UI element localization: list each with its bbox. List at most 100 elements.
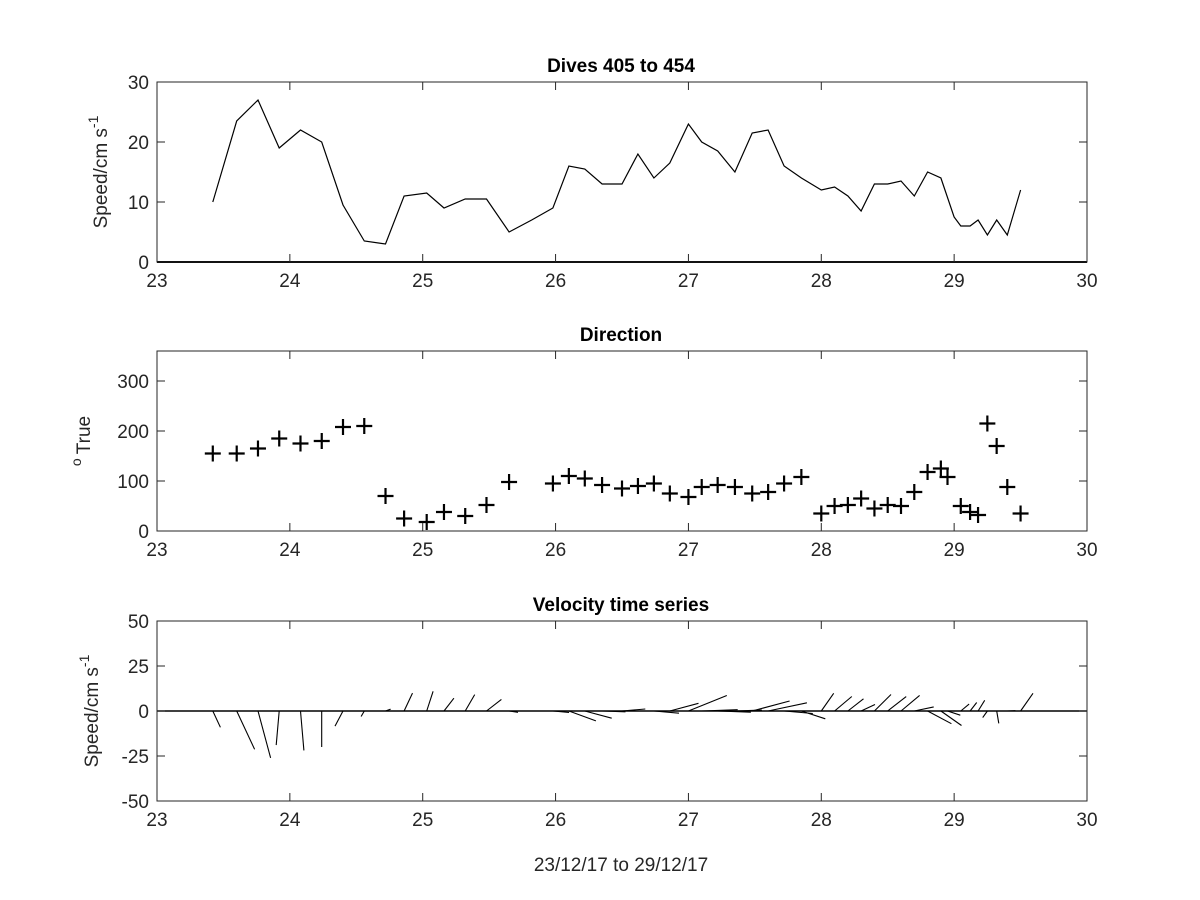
velocity-vector-stick bbox=[834, 696, 853, 712]
speed-x-tick-label: 26 bbox=[545, 271, 566, 292]
velocity-vector-stick bbox=[443, 697, 455, 712]
velocity-vector-stick bbox=[334, 710, 344, 727]
velocity-y-tick-label: 0 bbox=[138, 702, 149, 723]
velocity-vector-stick bbox=[257, 710, 272, 759]
direction-plus-marker bbox=[457, 508, 474, 524]
velocity-vector-stick bbox=[486, 698, 502, 712]
direction-plus-marker bbox=[919, 464, 936, 480]
speed-panel: Dives 405 to 454 Speed/cm s-1 23 24 25 26 27… bbox=[85, 56, 1098, 292]
velocity-x-tick-label: 28 bbox=[811, 810, 832, 831]
direction-plus-marker bbox=[501, 474, 518, 490]
direction-plus-marker bbox=[1012, 505, 1029, 522]
direction-plus-marker bbox=[396, 510, 413, 527]
velocity-panel: Velocity time series Speed/cm s-1 23 24 25… bbox=[76, 595, 1098, 831]
velocity-x-tick-label: 30 bbox=[1076, 810, 1097, 831]
velocity-vector-stick bbox=[236, 710, 256, 750]
direction-plus-marker bbox=[952, 498, 969, 514]
direction-series bbox=[204, 415, 1029, 530]
direction-y-axis-label: o True bbox=[68, 416, 95, 466]
speed-chart-title: Dives 405 to 454 bbox=[547, 56, 695, 77]
speed-x-tick-label: 28 bbox=[811, 271, 832, 292]
velocity-vector-stick bbox=[584, 710, 612, 719]
velocity-vector-stick bbox=[621, 708, 646, 712]
velocity-vector-stick bbox=[960, 703, 970, 712]
direction-plus-marker bbox=[478, 497, 495, 513]
direction-plus-marker bbox=[629, 478, 646, 494]
direction-plus-marker bbox=[893, 498, 909, 514]
direction-plus-marker bbox=[866, 500, 883, 517]
velocity-x-tick-label: 24 bbox=[279, 810, 301, 831]
direction-plus-marker bbox=[271, 430, 288, 447]
direction-plus-marker bbox=[560, 468, 577, 484]
velocity-vector-stick bbox=[602, 710, 626, 713]
speed-x-tick-label: 23 bbox=[146, 271, 167, 292]
direction-plus-marker bbox=[435, 504, 452, 520]
direction-plus-marker bbox=[544, 475, 561, 492]
velocity-vector-stick bbox=[977, 700, 986, 712]
velocity-vector-stick bbox=[847, 698, 864, 712]
velocity-vector-stick bbox=[717, 710, 751, 713]
velocity-y-tick-label: 50 bbox=[128, 612, 149, 633]
velocity-vector-stick bbox=[940, 710, 962, 726]
velocity-x-tick-label: 25 bbox=[412, 810, 433, 831]
figure-x-axis-label: 23/12/17 to 29/12/17 bbox=[534, 855, 708, 876]
direction-plus-marker bbox=[356, 418, 373, 434]
velocity-vector-stick bbox=[426, 691, 434, 712]
direction-plus-marker bbox=[932, 460, 949, 477]
direction-plus-marker bbox=[988, 438, 1005, 454]
direction-plus-marker bbox=[839, 497, 856, 513]
direction-plus-marker bbox=[906, 484, 923, 500]
direction-plus-marker bbox=[377, 488, 394, 504]
direction-y-tick-label: 0 bbox=[138, 522, 149, 543]
velocity-vector-stick bbox=[275, 710, 280, 746]
velocity-vector-stick bbox=[509, 710, 519, 713]
direction-plus-marker bbox=[709, 477, 726, 493]
velocity-vector-stick bbox=[801, 710, 826, 720]
direction-plus-marker bbox=[576, 470, 593, 487]
direction-plus-marker bbox=[680, 489, 697, 505]
speed-x-tick-label: 30 bbox=[1076, 271, 1097, 292]
direction-plus-marker bbox=[418, 514, 435, 530]
velocity-series bbox=[157, 691, 1087, 759]
velocity-y-axis-label-text: Speed/cm s bbox=[82, 667, 103, 767]
direction-y-tick-label: 100 bbox=[117, 472, 149, 493]
direction-plus-marker bbox=[693, 479, 710, 495]
direction-x-tick-label: 26 bbox=[545, 540, 566, 561]
velocity-vector-stick bbox=[464, 694, 476, 712]
velocity-y-axis-label: Speed/cm s-1 bbox=[76, 654, 103, 767]
velocity-vector-stick bbox=[900, 694, 920, 712]
velocity-vector-stick bbox=[767, 702, 808, 712]
direction-x-tick-label: 24 bbox=[279, 540, 301, 561]
velocity-y-tick-label: -50 bbox=[122, 792, 149, 813]
direction-x-tick-label: 23 bbox=[146, 540, 167, 561]
direction-plus-marker bbox=[793, 469, 810, 485]
direction-plus-marker bbox=[744, 485, 761, 502]
velocity-vector-stick bbox=[860, 704, 876, 712]
svg-text:Speed/cm s-1: Speed/cm s-1 bbox=[85, 115, 112, 228]
velocity-vector-stick bbox=[552, 710, 570, 713]
direction-plus-marker bbox=[853, 490, 870, 507]
velocity-vector-stick bbox=[385, 708, 391, 712]
velocity-vector-stick bbox=[969, 702, 978, 712]
speed-y-tick-label: 30 bbox=[128, 73, 149, 94]
direction-plus-marker bbox=[939, 469, 956, 485]
svg-text:Speed/cm s-1: Speed/cm s-1 bbox=[76, 654, 103, 767]
velocity-y-tick-label: -25 bbox=[122, 747, 149, 768]
direction-y-axis-label-text: True bbox=[74, 416, 95, 454]
direction-plus-marker bbox=[204, 445, 221, 462]
direction-y-tick-label: 300 bbox=[117, 372, 149, 393]
direction-x-tick-label: 28 bbox=[811, 540, 832, 561]
direction-plus-marker bbox=[726, 479, 743, 495]
direction-plus-marker bbox=[335, 419, 351, 435]
speed-axis-ticks: 23 24 25 26 27 28 29 30 0 10 20 30 bbox=[128, 73, 1098, 292]
direction-plus-marker bbox=[776, 475, 793, 492]
speed-series-line bbox=[212, 98, 1022, 245]
direction-plus-marker bbox=[661, 485, 678, 502]
direction-axes-box bbox=[156, 350, 1088, 532]
velocity-vector-stick bbox=[947, 710, 961, 716]
direction-plus-marker bbox=[228, 445, 245, 462]
speed-y-axis-label-text: Speed/cm s bbox=[91, 128, 112, 228]
direction-x-tick-label: 27 bbox=[678, 540, 699, 561]
